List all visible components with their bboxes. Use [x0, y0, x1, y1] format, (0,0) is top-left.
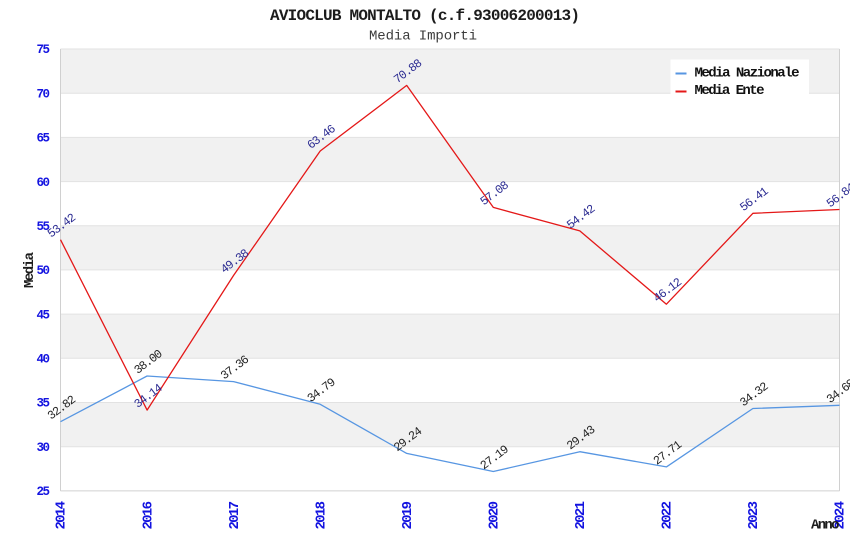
svg-text:60: 60	[37, 176, 51, 190]
svg-text:50: 50	[37, 264, 51, 278]
svg-text:2020: 2020	[487, 501, 503, 530]
svg-text:65: 65	[37, 132, 51, 146]
svg-text:2019: 2019	[400, 501, 416, 530]
svg-text:2014: 2014	[54, 501, 70, 530]
svg-text:25: 25	[37, 485, 51, 499]
svg-text:Media Importi: Media Importi	[369, 29, 477, 45]
svg-text:2018: 2018	[313, 501, 329, 530]
svg-text:Media Ente: Media Ente	[695, 83, 765, 99]
svg-text:2024: 2024	[833, 501, 849, 530]
svg-text:Media: Media	[22, 251, 38, 288]
svg-text:70: 70	[37, 87, 51, 101]
svg-text:2021: 2021	[573, 501, 589, 530]
svg-text:Anno: Anno	[811, 518, 840, 534]
svg-text:35: 35	[37, 397, 51, 411]
svg-text:AVIOCLUB MONTALTO (c.f.9300620: AVIOCLUB MONTALTO (c.f.93006200013)	[270, 7, 580, 25]
svg-text:2022: 2022	[660, 501, 676, 530]
svg-text:30: 30	[37, 441, 51, 455]
svg-text:55: 55	[37, 220, 51, 234]
svg-text:2023: 2023	[746, 501, 762, 530]
svg-text:Media Nazionale: Media Nazionale	[695, 66, 800, 82]
svg-text:2017: 2017	[227, 501, 243, 530]
svg-text:40: 40	[37, 353, 51, 367]
svg-text:2016: 2016	[140, 501, 156, 530]
svg-text:75: 75	[37, 43, 51, 57]
svg-text:45: 45	[37, 308, 51, 322]
